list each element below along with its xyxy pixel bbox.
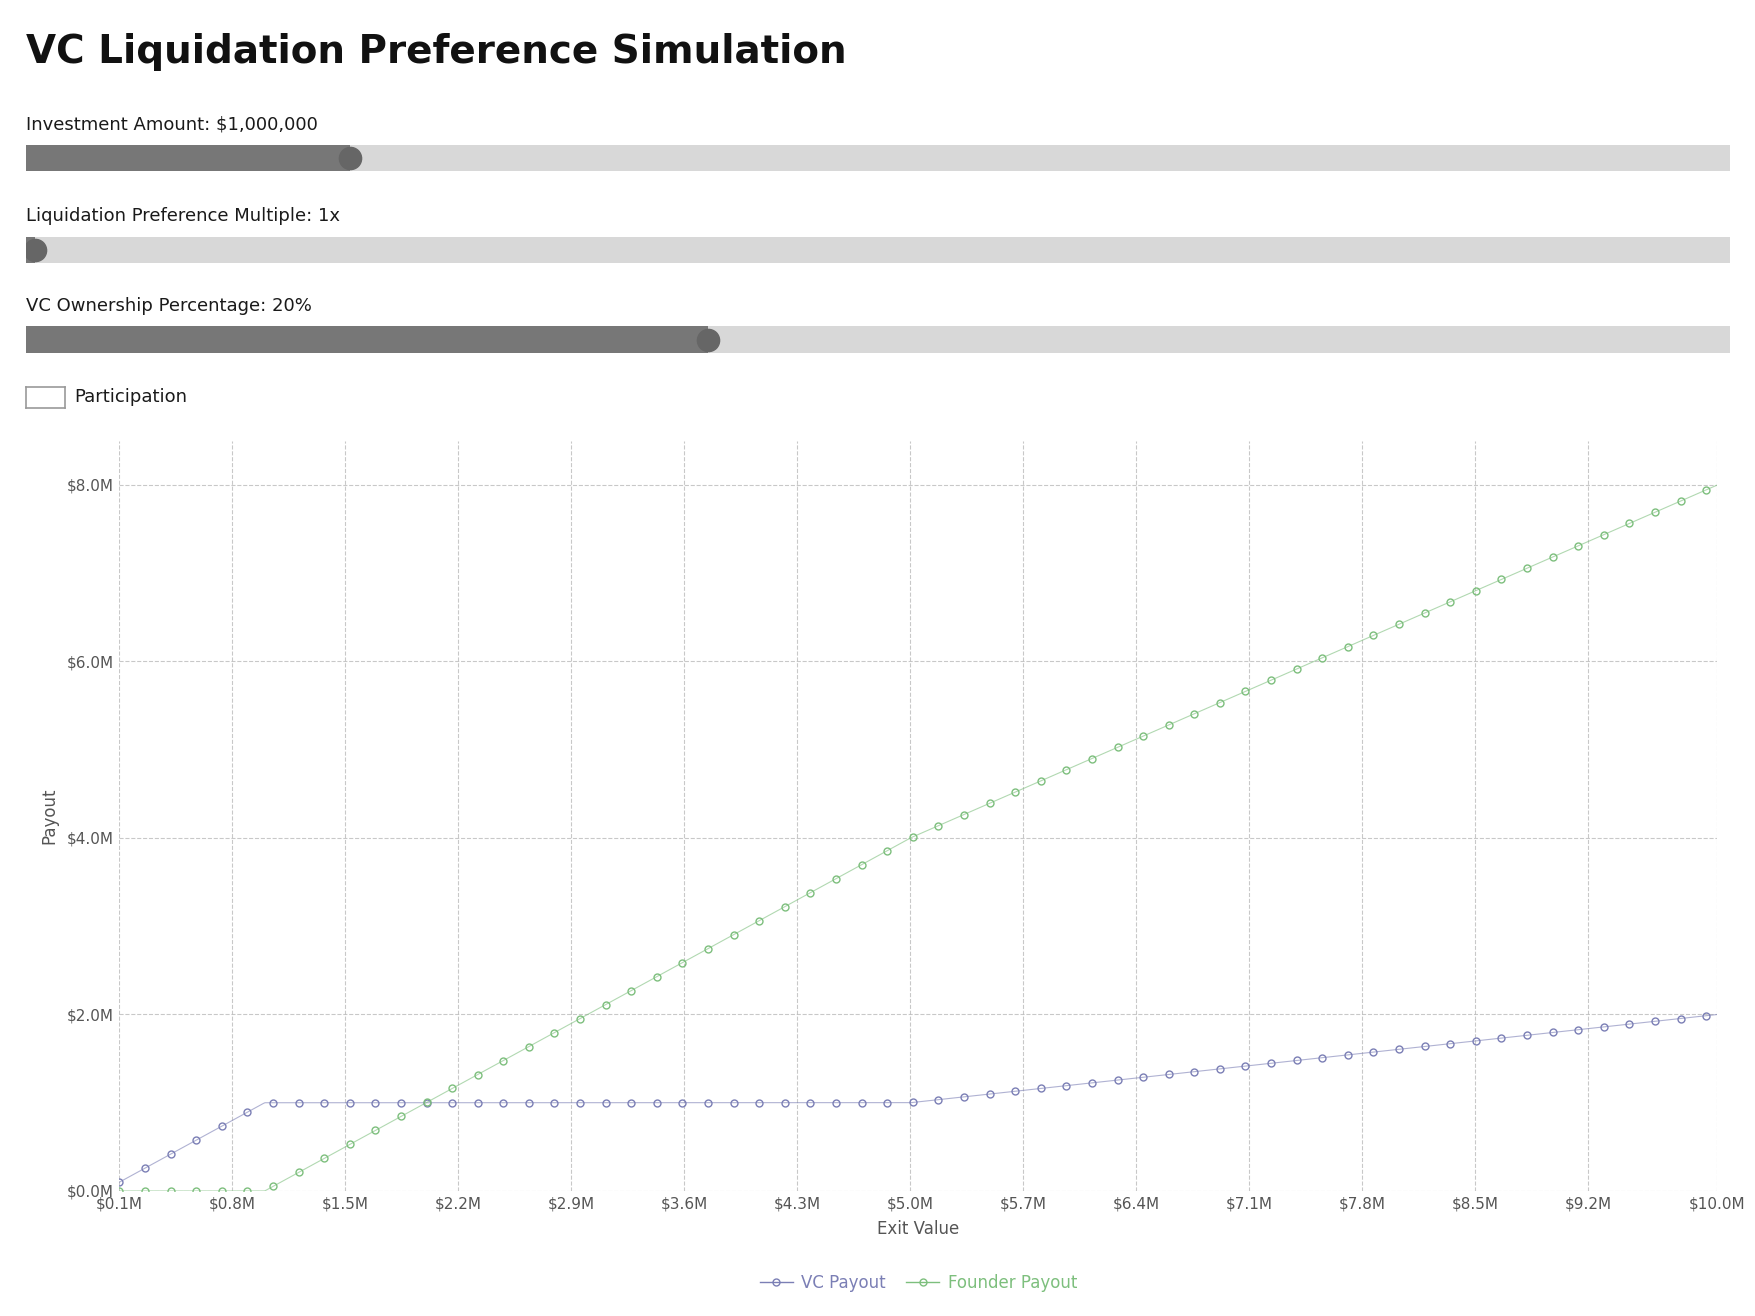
- Bar: [26, 326, 707, 353]
- Legend: VC Payout, Founder Payout: VC Payout, Founder Payout: [753, 1267, 1083, 1299]
- Bar: [26, 237, 35, 263]
- Text: VC Liquidation Preference Simulation: VC Liquidation Preference Simulation: [26, 33, 846, 71]
- Text: VC Ownership Percentage: 20%: VC Ownership Percentage: 20%: [26, 297, 312, 316]
- Bar: [26, 145, 349, 171]
- Text: Investment Amount: $1,000,000: Investment Amount: $1,000,000: [26, 116, 318, 134]
- Y-axis label: Payout: Payout: [40, 788, 58, 844]
- Text: Liquidation Preference Multiple: 1x: Liquidation Preference Multiple: 1x: [26, 207, 340, 225]
- X-axis label: Exit Value: Exit Value: [878, 1220, 958, 1238]
- Text: Participation: Participation: [74, 388, 186, 407]
